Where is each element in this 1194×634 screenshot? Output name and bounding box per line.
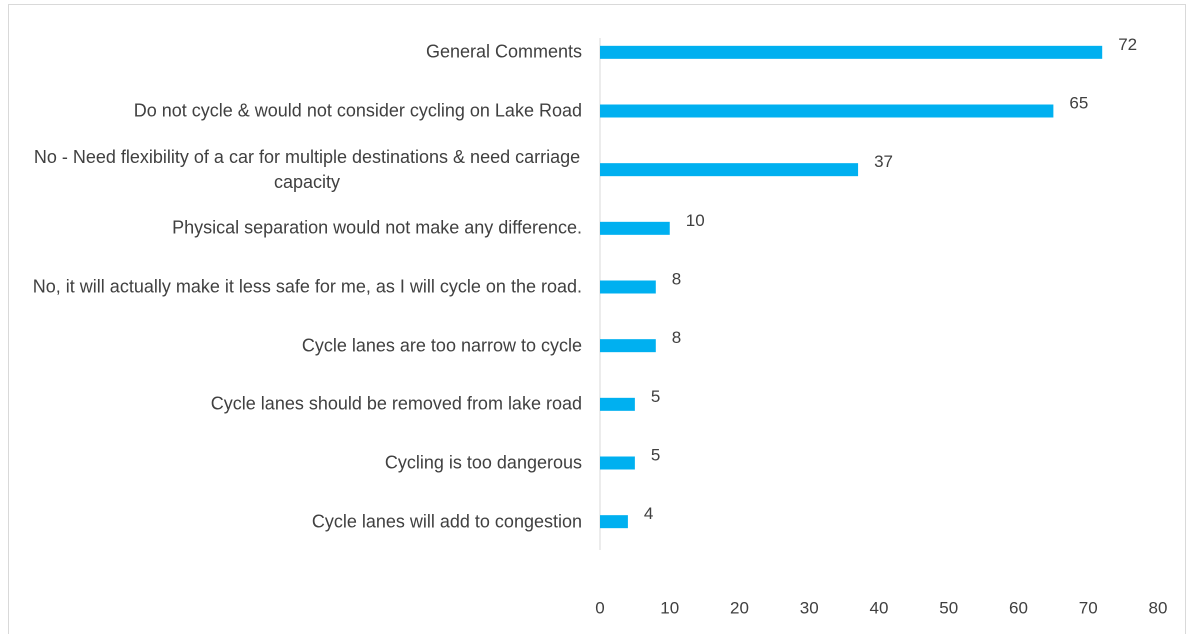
x-tick-label: 30 xyxy=(800,598,819,617)
category-label: Physical separation would not make any d… xyxy=(172,217,582,238)
value-label: 8 xyxy=(672,328,681,347)
bar xyxy=(600,397,635,411)
bar xyxy=(600,163,859,177)
x-tick-label: 50 xyxy=(939,598,958,617)
value-label: 10 xyxy=(686,211,705,230)
value-label: 4 xyxy=(644,504,653,523)
bar xyxy=(600,104,1054,118)
x-tick-label: 0 xyxy=(595,598,604,617)
category-label: No - Need flexibility of a car for multi… xyxy=(33,146,581,192)
x-tick-label: 80 xyxy=(1149,598,1168,617)
bar xyxy=(600,221,670,235)
value-label: 37 xyxy=(874,152,893,171)
category-label: Cycling is too dangerous xyxy=(384,452,582,473)
value-label: 8 xyxy=(672,269,681,288)
bar xyxy=(600,280,656,294)
x-tick-label: 60 xyxy=(1009,598,1028,617)
chart-border xyxy=(8,4,1186,634)
value-label: 5 xyxy=(651,445,660,464)
x-tick-label: 70 xyxy=(1079,598,1098,617)
x-tick-label: 20 xyxy=(730,598,749,617)
value-label: 5 xyxy=(651,387,660,406)
bar xyxy=(600,515,628,529)
category-label: No, it will actually make it less safe f… xyxy=(32,276,582,297)
category-label: Cycle lanes should be removed from lake … xyxy=(210,393,582,414)
category-label: Cycle lanes are too narrow to cycle xyxy=(301,335,582,356)
bar xyxy=(600,456,635,470)
category-label: Do not cycle & would not consider cyclin… xyxy=(133,100,582,121)
category-label: Cycle lanes will add to congestion xyxy=(311,511,582,532)
value-label: 65 xyxy=(1069,93,1088,112)
value-label: 72 xyxy=(1118,35,1137,54)
x-tick-label: 40 xyxy=(870,598,889,617)
bar xyxy=(600,339,656,353)
bar xyxy=(600,45,1103,59)
category-label: General Comments xyxy=(425,41,582,62)
x-tick-label: 10 xyxy=(660,598,679,617)
